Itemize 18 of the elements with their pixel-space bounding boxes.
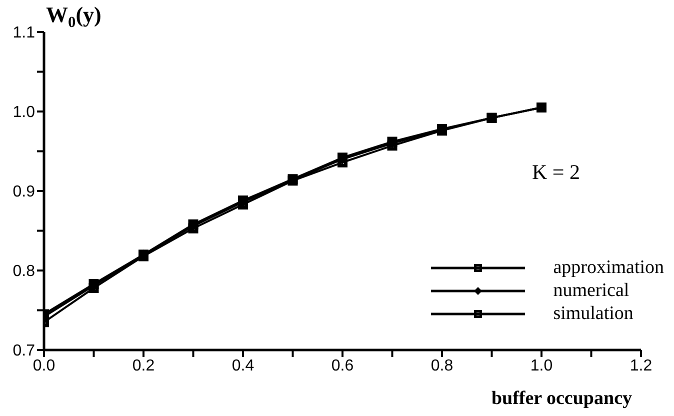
x-tick-label: 0.8 [430, 357, 454, 374]
annotation: K = 2 [532, 160, 580, 185]
x-axis-title: buffer occupancy [491, 388, 632, 410]
y-axis-title: W$_{0}$(y) [46, 2, 102, 30]
y-tick-label: 0.9 [12, 184, 36, 201]
x-tick-label: 0.6 [331, 357, 354, 374]
legend-label: numerical [553, 280, 630, 302]
legend-label: simulation [553, 302, 634, 324]
legend-label: approximation [553, 256, 664, 278]
x-tick-label: 1.0 [530, 357, 553, 374]
y-tick-label: 1.0 [12, 104, 36, 122]
x-tick-label: 1.2 [630, 357, 652, 374]
x-tick-label: 0.2 [132, 357, 155, 374]
y-tick-label: 0.8 [12, 263, 36, 280]
x-tick-label: 0.4 [232, 357, 254, 374]
x-tick-label: 0.0 [32, 357, 56, 374]
y-tick-label: 1.1 [12, 24, 36, 42]
y-tick-label: 0.7 [12, 342, 36, 360]
